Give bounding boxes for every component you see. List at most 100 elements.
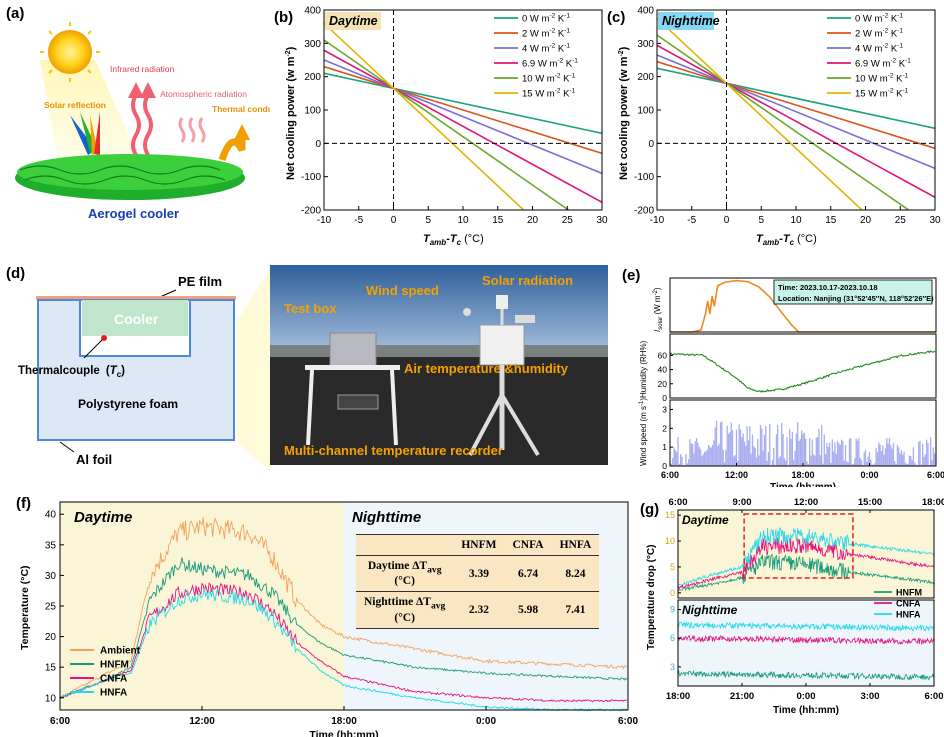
series-line-night [677, 620, 935, 633]
top-x-tick-label: 18:00 [922, 497, 944, 508]
y-tick-label: 0 [662, 393, 667, 403]
x-tick-label: 15 [492, 215, 504, 226]
x-tick-label: 12:00 [725, 470, 748, 480]
series-line [324, 65, 602, 155]
y-tick-label: 300 [304, 39, 321, 50]
pe-film-label: PE film [178, 274, 222, 289]
cooler [82, 300, 188, 336]
panel-label: (e) [622, 267, 640, 284]
y-tick-label: 9 [670, 605, 675, 615]
panel-a: (a) Solar reflection Infrared radiation … [6, 5, 270, 221]
table-header-row: HNFM CNFA HNFA [356, 534, 600, 556]
sun-icon [40, 22, 100, 82]
thermocouple-dot [101, 335, 107, 341]
x-tick-label: -10 [650, 215, 665, 226]
day-label: Daytime [74, 509, 132, 526]
panel-label: (f) [16, 495, 31, 512]
photo-label-test-box: Test box [284, 301, 337, 316]
legend-label: HNFA [896, 610, 921, 620]
y-tick-label: -100 [301, 172, 321, 183]
legend-label: 15 W m-2 K-1 [855, 88, 909, 100]
y-tick-label: 25 [45, 602, 57, 613]
series-line-day [677, 537, 935, 590]
panel-b: (b) -10 -5 0 5 10 15 20 25 30 -200 -100 0 100 200 300 40… [274, 6, 608, 248]
x-tick-label: 3:00 [860, 691, 879, 702]
x-tick-label: 15 [825, 215, 837, 226]
x-axis-label: Tamb-Tc (°C) [756, 233, 817, 247]
y-tick-label: 3 [662, 404, 667, 414]
x-tick-label: 0 [724, 215, 730, 226]
infrared-arrows-icon [128, 82, 156, 157]
table-row-label: Nighttime ΔTavg (°C) [356, 591, 454, 629]
series-line [59, 588, 628, 712]
info-time: Time: 2023.10.17-2023.10.18 [778, 283, 878, 292]
x-tick-label: 25 [895, 215, 907, 226]
x-axis-label: Time (hh:mm) [770, 482, 836, 487]
x-axis-label: Tamb-Tc (°C) [423, 233, 484, 247]
series-line [657, 34, 911, 210]
y-tick-label: -100 [634, 172, 654, 183]
chart-title: Daytime [329, 14, 378, 28]
top-x-tick-label: 6:00 [668, 497, 687, 508]
series-line [324, 59, 602, 175]
plot-area [324, 22, 602, 210]
table-header: CNFA [504, 534, 552, 556]
delta-t-table: HNFM CNFA HNFA Daytime ΔTavg (°C) 3.39 6.… [356, 534, 600, 629]
table-header: HNFA [551, 534, 600, 556]
photo-label-air: Air temperature &humidity [404, 361, 568, 376]
night-label: Nighttime [682, 603, 738, 617]
thermal-label: Thermal conduction and convection [212, 104, 270, 114]
series-line [657, 60, 935, 150]
panel-d: (d) PE film Cooler Thermalcouple (Tc) Pol… [6, 265, 270, 472]
x-tick-label: 5 [425, 215, 431, 226]
humidity-series [669, 350, 936, 393]
x-tick-label: 21:00 [730, 691, 754, 702]
y-tick-label: 20 [45, 632, 57, 643]
top-x-tick-label: 15:00 [858, 497, 882, 508]
foam-label: Polystyrene foam [78, 397, 178, 411]
reflection-arrows [70, 112, 100, 155]
day-shading [60, 502, 344, 710]
series-line [324, 39, 570, 210]
x-tick-label: 30 [596, 215, 608, 226]
y-tick-label: 0 [662, 461, 667, 471]
y-tick-label: 0 [648, 139, 654, 150]
y-tick-label: 3 [670, 662, 675, 672]
x-tick-label: 6:00 [50, 716, 70, 727]
atmospheric-arrows-icon [178, 117, 206, 143]
series-line-night [677, 634, 935, 646]
series-line [59, 516, 628, 700]
series-line [59, 582, 627, 703]
panel-label-a: (a) [6, 5, 24, 22]
subplot-frame [669, 277, 937, 333]
legend-label: 15 W m-2 K-1 [522, 88, 576, 100]
table-cell: 6.74 [504, 554, 552, 593]
plot-area [657, 17, 935, 210]
x-tick-label: -10 [317, 215, 332, 226]
highlight-box [743, 513, 854, 579]
x-tick-label: 6:00 [924, 691, 943, 702]
y-tick-label: 6 [670, 633, 675, 643]
y-axis-label: Net cooling power (w m-2) [618, 46, 630, 180]
chart-title: Nighttime [662, 14, 720, 28]
series-line [657, 54, 935, 170]
table-row: Daytime ΔTavg (°C) 3.39 6.74 8.24 [356, 554, 600, 593]
x-tick-label: 30 [929, 215, 941, 226]
x-tick-label: 20 [860, 215, 872, 226]
legend-label: HNFM [100, 660, 129, 671]
table-cell: 8.24 [551, 554, 600, 593]
photo-label-wind: Wind speed [366, 283, 439, 298]
x-axis-label: Time (hh:mm) [773, 705, 839, 716]
y-tick-label: 200 [304, 72, 321, 83]
series-line [657, 67, 935, 130]
x-tick-label: 0:00 [476, 716, 496, 727]
series-line [657, 44, 935, 199]
y-tick-label: 400 [637, 6, 654, 17]
panel-label-d: (d) [6, 265, 25, 282]
wind-axis-label: Wind speed (m s-1) [639, 398, 648, 466]
al-foil-label: Al foil [76, 452, 112, 467]
panel-label: (c) [607, 9, 625, 26]
panel-label: (g) [640, 501, 659, 518]
title-badge [658, 12, 714, 30]
series-line [59, 557, 628, 699]
